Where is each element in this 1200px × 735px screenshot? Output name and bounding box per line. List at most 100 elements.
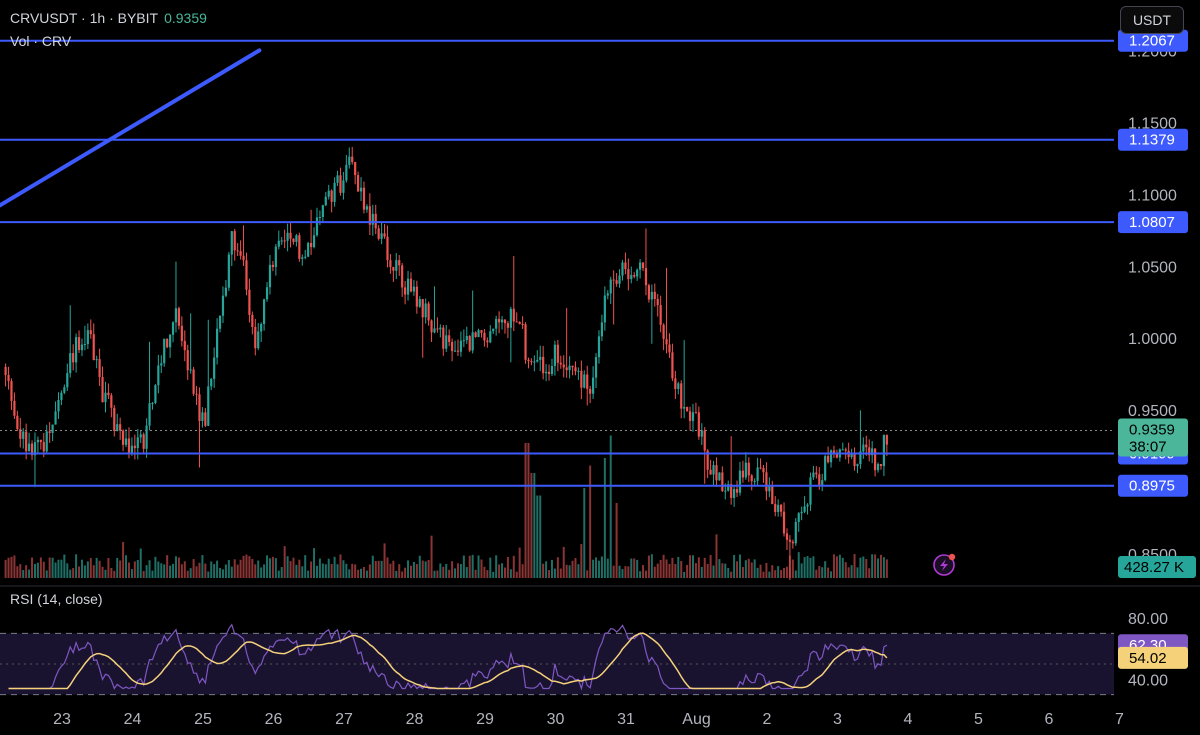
volume-bar [119,560,122,578]
candle [832,450,836,454]
volume-bar [498,564,501,578]
volume-bar [318,558,321,578]
candle [398,260,401,266]
volume-bar [686,564,689,578]
tag-layer: 1.20671.13791.08070.91990.89750.935938:0… [1118,29,1196,669]
extra-layer [933,553,956,576]
volume-bar [589,465,592,578]
candle [310,242,313,248]
candle [524,324,527,360]
volume-bar [580,544,583,578]
volume-bar [169,565,172,578]
volume-bar [477,555,480,578]
volume-bar [266,555,269,578]
candle [83,344,87,346]
candle [39,439,42,443]
candle [436,328,439,330]
volume-bar [386,557,389,578]
x-tick-label: 24 [124,711,142,728]
candle [753,480,756,482]
candle [800,511,803,514]
volume-bar [785,566,788,578]
currency-button[interactable]: USDT [1120,6,1184,34]
volume-bar [33,563,36,578]
volume-bar [392,560,395,578]
volume-bar [286,556,289,578]
volume-bar [368,564,371,578]
volume-bar [827,567,830,578]
volume-bar [263,564,266,578]
volume-bar [762,571,765,578]
volume-layer [4,435,888,578]
candle [733,489,736,498]
candle [207,386,210,426]
candle [365,206,369,210]
candle [530,361,533,363]
candle [700,430,703,437]
volume-bar [835,556,838,578]
candle [198,394,201,421]
candle [4,366,7,375]
candle [268,264,272,288]
candle [533,361,536,363]
volume-bar [583,488,586,578]
candle [63,387,66,393]
candle [456,350,460,352]
x-tick-label: 2 [763,711,772,728]
candle [36,439,40,443]
candle [680,383,683,409]
x-tick-label: 5 [974,711,983,728]
volume-bar [351,563,354,578]
volume-bar [556,557,559,578]
candle [48,431,51,433]
candle [547,371,551,374]
volume-bar [362,566,365,578]
volume-bar [210,561,213,578]
candle [239,251,242,256]
rsi-y-tick-label: 80.00 [1128,611,1168,628]
volume-bar [844,562,847,578]
volume-bar [157,561,160,578]
volume-bar [283,546,286,578]
candle [483,332,486,341]
candle [218,315,222,329]
volume-bar [72,568,75,578]
volume-bar [439,563,442,578]
candle [10,381,13,401]
candle [359,187,363,192]
volume-bar [495,555,498,578]
candle [42,442,45,452]
candle [741,470,745,478]
candle [874,448,877,471]
candle [512,308,515,322]
candle [30,443,34,456]
volume-bar [289,561,292,578]
candle [28,443,31,452]
volume-bar [151,570,154,578]
candle [345,164,348,181]
candle [762,468,765,473]
volume-bar [166,555,169,578]
volume-bar [224,564,227,578]
candle [333,182,336,202]
level-tag: 1.2067 [1129,33,1175,50]
volume-bar [28,569,31,578]
volume-tag: 428.27 K [1124,559,1184,576]
volume-bar [545,561,548,578]
candle [427,303,430,321]
candle [451,341,454,352]
volume-bar [553,568,556,578]
volume-bar [624,566,627,578]
lightning-icon[interactable] [933,553,956,576]
candle [471,332,474,351]
candle [327,190,330,197]
countdown-tag: 38:07 [1129,438,1167,455]
candle [597,336,601,358]
candle [89,330,92,335]
candle [122,430,125,445]
volume-bar [421,560,424,578]
volume-bar [327,558,330,578]
volume-bar [691,555,694,578]
candle [248,289,251,315]
